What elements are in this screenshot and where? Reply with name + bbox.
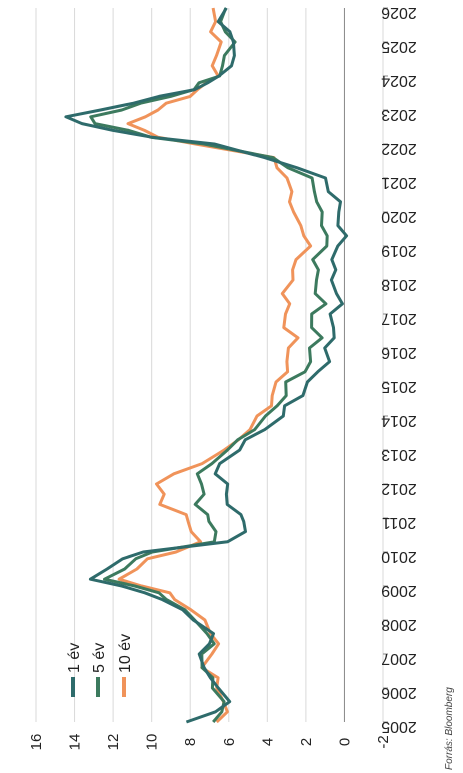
x-tick-label: 2017 [381,310,417,327]
series-line-1 [89,7,329,723]
x-tick-label: 2024 [381,72,417,89]
x-tick-label: 2019 [381,242,417,259]
y-axis-ticks: -2 0 2 4 6 8 10 12 14 16 [28,734,392,751]
x-tick-label: 2026 [381,4,417,21]
series-layer [64,7,349,724]
x-axis-ticks: 2005 2006 2007 2008 2009 2010 2011 2012 2013 2014… [381,4,417,735]
y-tick-label: 14 [67,734,84,751]
y-tick-label: 4 [259,738,276,746]
plot-area: 1 év 5 év 10 év [35,7,384,724]
y-tick-label: 10 [144,734,161,751]
x-tick-label: 2014 [381,412,417,429]
x-tick-label: 2010 [381,548,417,565]
y-tick-label: 8 [182,738,199,746]
x-tick-label: 2016 [381,344,417,361]
x-tick-label: 2018 [381,276,417,293]
x-tick-label: 2006 [381,684,417,701]
x-tick-label: 2023 [381,106,417,123]
x-tick-label: 2020 [381,208,417,225]
y-tick-label: 16 [28,734,45,751]
y-tick-label: 0 [336,738,353,746]
x-tick-label: 2013 [381,446,417,463]
x-tick-label: 2007 [381,650,417,667]
x-tick-label: 2012 [381,480,417,497]
x-tick-label: 2009 [381,582,417,599]
x-tick-label: 2011 [382,514,417,531]
series-line-0 [64,7,349,724]
x-tick-label: 2005 [381,718,417,735]
y-tick-label: 2 [298,738,315,746]
legend: 1 év 5 év 10 év [66,634,134,697]
series-line-2 [117,7,313,724]
legend-label-2: 10 év [117,634,134,673]
y-tick-label: 12 [105,734,122,751]
gridlines [35,8,384,722]
x-tick-label: 2015 [381,378,417,395]
x-tick-label: 2021 [381,174,417,191]
source-note: Forrás: Bloomberg [444,687,455,770]
legend-label-0: 1 év [66,643,83,673]
x-tick-label: 2022 [381,140,417,157]
y-tick-label: 6 [221,738,238,746]
x-tick-label: 2025 [381,38,417,55]
y-tick-label: -2 [375,735,392,748]
x-tick-label: 2008 [381,616,417,633]
legend-label-1: 5 év [91,643,108,673]
